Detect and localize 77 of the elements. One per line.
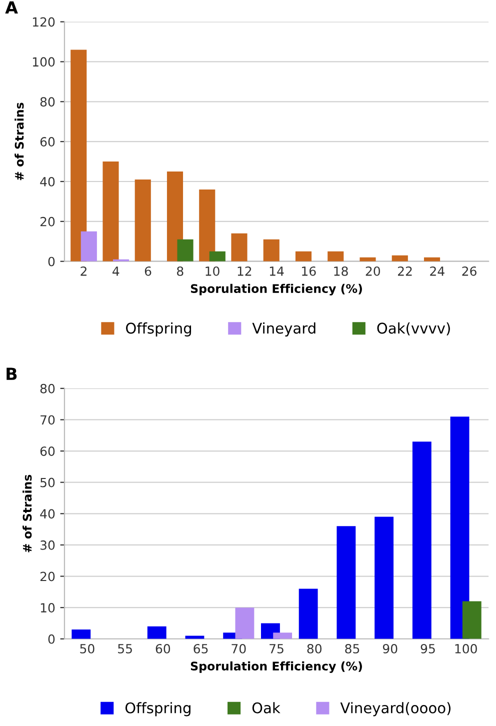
bar bbox=[298, 588, 318, 639]
legend-label: Offspring bbox=[126, 322, 192, 337]
y-tick-label: 40 bbox=[40, 176, 55, 186]
y-tick-label: 50 bbox=[40, 478, 55, 488]
bar bbox=[185, 636, 204, 639]
bar bbox=[336, 526, 356, 639]
bar bbox=[273, 632, 292, 639]
x-tick-label: 2 bbox=[80, 266, 86, 276]
x-tick-label: 16 bbox=[302, 266, 316, 276]
chart-title: A bbox=[5, 1, 18, 14]
bar bbox=[70, 50, 87, 262]
bar bbox=[263, 239, 280, 262]
bar bbox=[450, 416, 470, 639]
bar bbox=[72, 629, 91, 639]
x-tick-label: 55 bbox=[118, 644, 132, 654]
bar bbox=[412, 442, 432, 639]
x-tick-label: 75 bbox=[270, 644, 284, 654]
bar bbox=[295, 251, 312, 262]
y-axis-title: # of Strains bbox=[14, 102, 24, 180]
legend-label: Vineyard(oooo) bbox=[340, 702, 450, 716]
bar bbox=[231, 233, 248, 262]
y-tick-label: 100 bbox=[32, 57, 55, 67]
x-tick-label: 100 bbox=[455, 644, 477, 654]
x-tick-label: 20 bbox=[366, 266, 380, 276]
bar bbox=[462, 601, 482, 639]
x-tick-label: 12 bbox=[238, 266, 252, 276]
x-tick-label: 90 bbox=[382, 644, 398, 654]
x-tick-label: 70 bbox=[232, 644, 246, 654]
x-tick-label: 50 bbox=[80, 644, 94, 654]
x-tick-label: 22 bbox=[398, 266, 412, 276]
y-tick-label: 60 bbox=[40, 446, 55, 456]
x-tick-label: 8 bbox=[177, 266, 184, 276]
bar bbox=[80, 231, 97, 262]
bar bbox=[392, 255, 408, 262]
bar bbox=[360, 257, 376, 262]
x-tick-label: 60 bbox=[156, 644, 170, 654]
y-tick-label: 80 bbox=[40, 97, 55, 107]
y-tick-label: 0 bbox=[48, 256, 55, 266]
x-tick-label: 85 bbox=[345, 644, 360, 654]
x-axis-title: Sporulation Efficiency (%) bbox=[190, 284, 362, 296]
y-tick-label: 80 bbox=[40, 384, 55, 394]
x-tick-label: 18 bbox=[334, 266, 348, 276]
bar bbox=[199, 189, 216, 262]
x-tick-label: 26 bbox=[462, 266, 476, 276]
x-tick-label: 24 bbox=[430, 266, 444, 276]
bar bbox=[102, 162, 119, 262]
legend-label: Oak bbox=[252, 702, 280, 714]
legend-label: Oak(vvvv) bbox=[377, 322, 450, 336]
y-tick-label: 60 bbox=[40, 137, 55, 146]
x-tick-label: 14 bbox=[270, 266, 284, 276]
bar bbox=[209, 251, 226, 262]
y-tick-label: 120 bbox=[32, 17, 55, 27]
bar bbox=[166, 172, 184, 262]
y-tick-label: 10 bbox=[40, 603, 55, 612]
bar bbox=[147, 626, 166, 639]
x-tick-label: 80 bbox=[307, 644, 322, 654]
y-tick-label: 70 bbox=[40, 415, 55, 425]
bar bbox=[374, 516, 394, 639]
legend-label: Vineyard bbox=[252, 322, 316, 337]
x-tick-label: 65 bbox=[194, 644, 208, 654]
x-tick-label: 4 bbox=[112, 266, 120, 276]
x-axis-title: Sporulation Efficiency (%) bbox=[190, 661, 362, 673]
y-tick-label: 30 bbox=[40, 540, 55, 550]
y-tick-label: 20 bbox=[40, 216, 55, 226]
bar bbox=[177, 239, 194, 262]
y-axis-title: # of Strains bbox=[22, 474, 32, 552]
x-tick-label: 95 bbox=[420, 644, 435, 654]
y-tick-label: 40 bbox=[40, 509, 55, 519]
y-tick-label: 0 bbox=[48, 634, 55, 644]
bar bbox=[328, 251, 344, 262]
x-tick-label: 10 bbox=[206, 266, 220, 276]
bar bbox=[134, 180, 151, 262]
x-tick-label: 6 bbox=[144, 266, 152, 276]
bar bbox=[235, 608, 254, 639]
chart-title: B bbox=[6, 368, 17, 380]
legend-label: Offspring bbox=[125, 702, 190, 716]
y-tick-label: 20 bbox=[40, 572, 55, 582]
